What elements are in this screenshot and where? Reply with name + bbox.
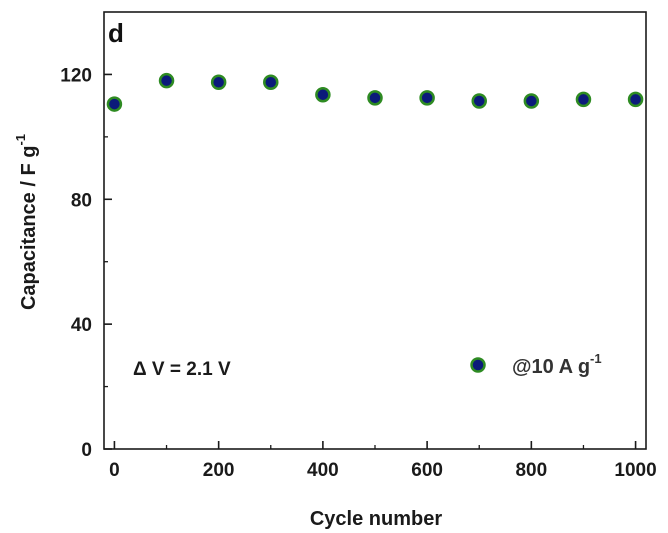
data-point [158,72,175,89]
x-tick-label: 1000 [614,460,656,481]
y-tick-label: 0 [81,440,92,461]
legend-marker [470,357,486,373]
voltage-annotation: Δ V = 2.1 V [133,359,231,380]
data-points [106,72,644,112]
legend-label-sup: -1 [590,351,602,366]
data-point [471,93,487,109]
data-point [210,74,227,90]
x-tick-label: 400 [307,460,339,481]
x-axis-title: Cycle number [310,508,442,530]
y-axis-title-sup: -1 [13,134,28,146]
x-tick-label: 0 [109,460,120,481]
data-point [627,91,644,108]
legend: @10 A g-1 [470,351,602,378]
legend-label: @10 A g-1 [512,351,602,378]
data-point [419,90,435,106]
data-point [367,90,383,106]
y-axis-title-main: Capacitance / F g [18,146,40,311]
y-axis-title: Capacitance / F g-1 [13,134,40,310]
y-axis-ticks: 0 40 80 120 [60,65,112,461]
data-point [575,91,592,108]
y-tick-label: 120 [60,65,92,86]
legend-label-main: @10 A g [512,356,590,378]
plot-frame [103,11,647,450]
y-tick-label: 40 [71,315,92,336]
x-tick-label: 200 [203,460,235,481]
data-point [315,86,331,103]
data-point [106,96,123,112]
y-tick-label: 80 [71,190,92,211]
x-axis-ticks: 0 200 400 600 800 1000 [109,441,657,481]
x-tick-label: 600 [411,460,443,481]
data-point [523,93,540,109]
x-tick-label: 800 [515,460,547,481]
panel-label: d [108,18,124,48]
data-point [263,74,279,90]
